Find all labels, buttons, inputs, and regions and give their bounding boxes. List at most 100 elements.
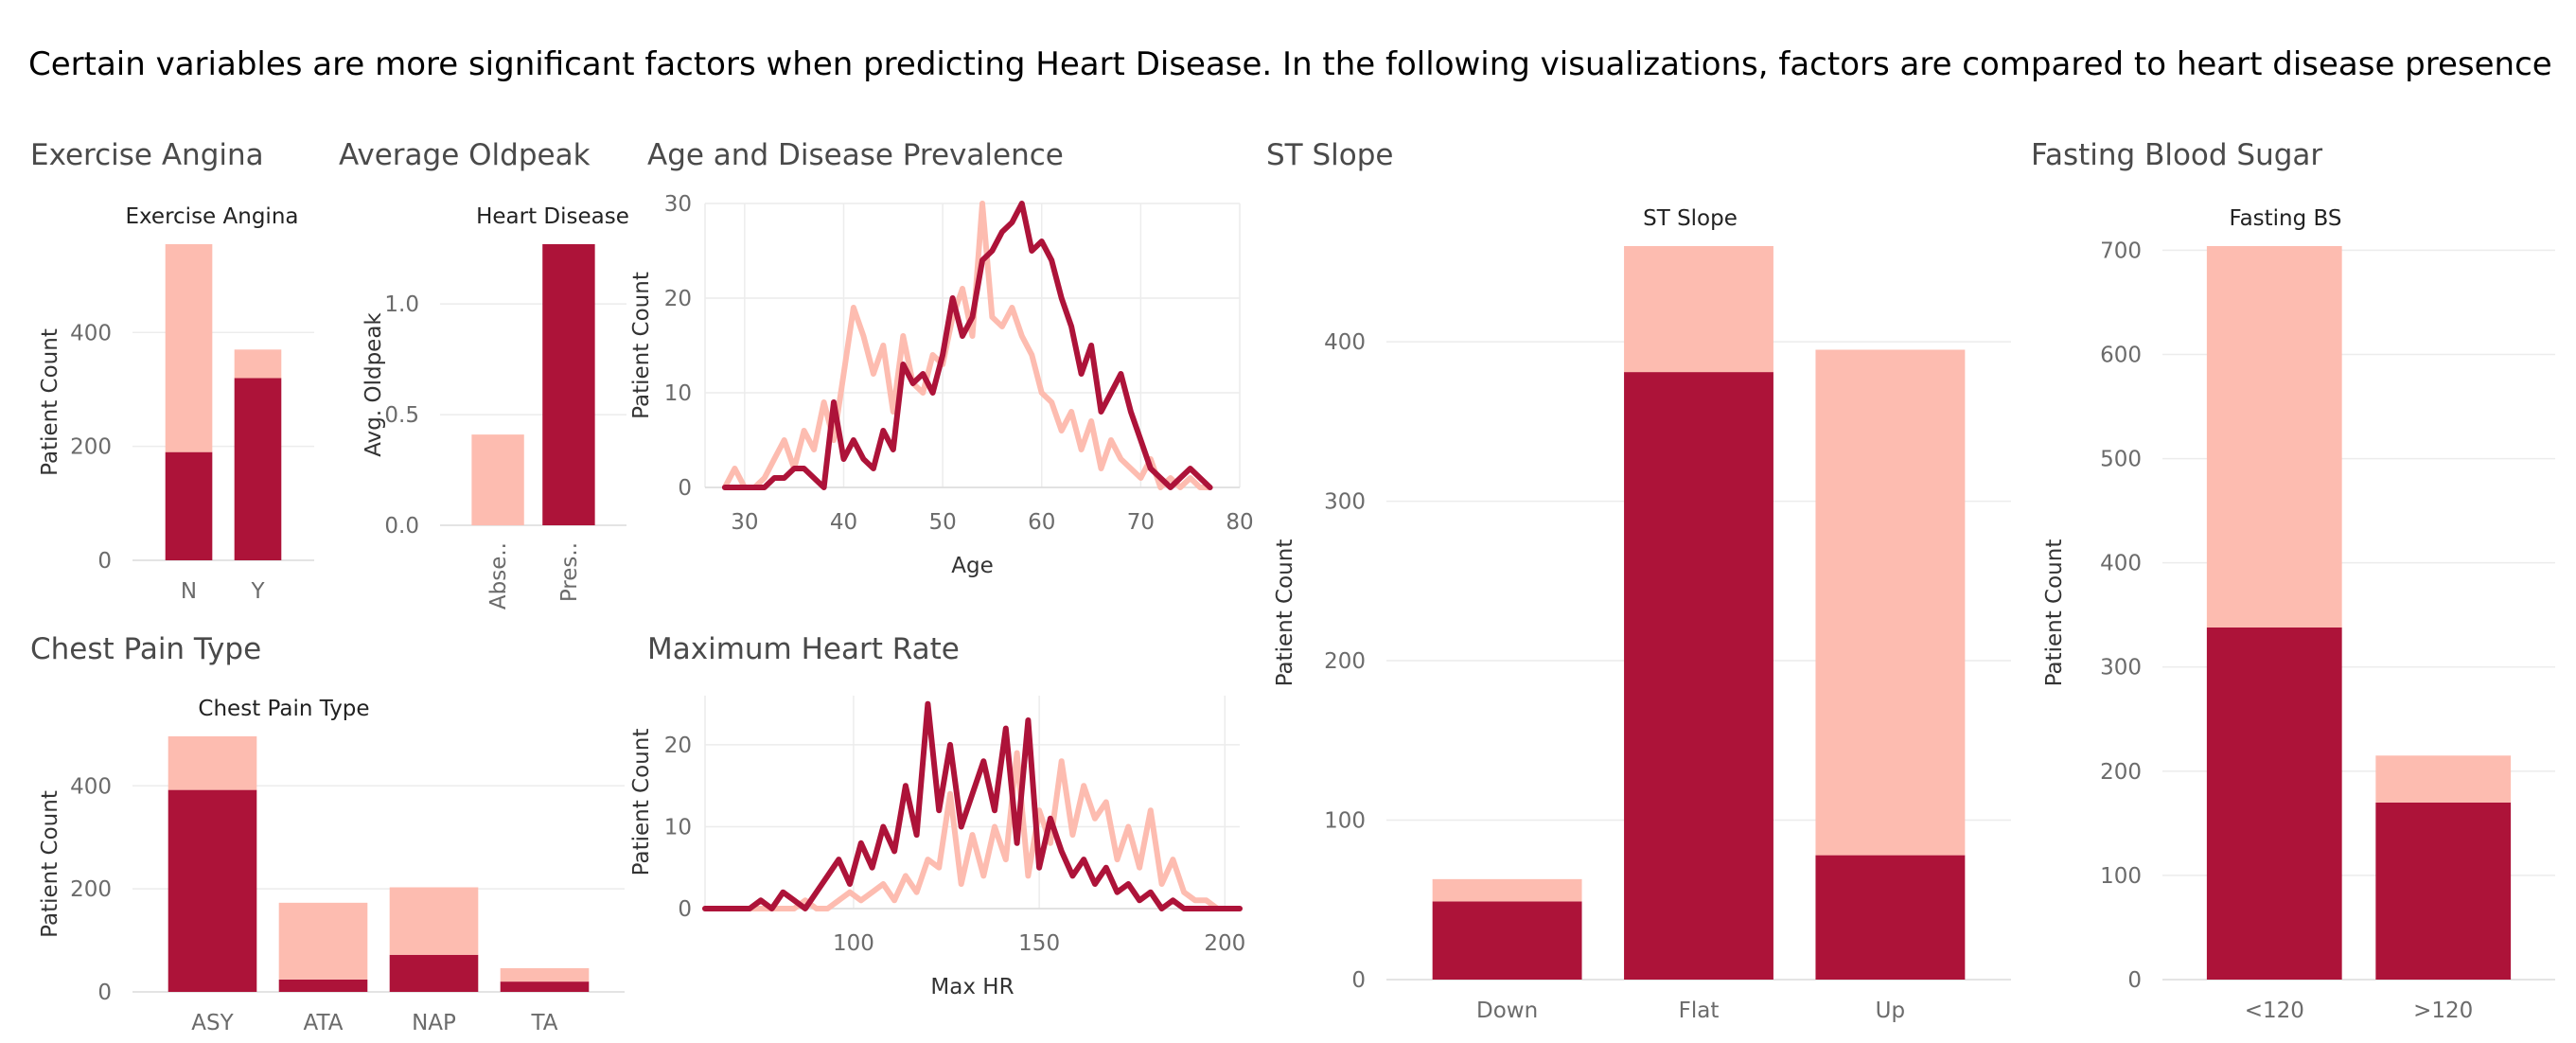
fasting_bs-x-tick: <120: [2245, 999, 2304, 1023]
chest_pain-bar-presence-ta: [500, 981, 590, 992]
sheet-title-chest-pain-type: Chest Pain Type: [30, 632, 262, 666]
fasting_bs-y-tick: 300: [2100, 656, 2142, 681]
age-y-tick: 0: [678, 476, 692, 501]
chest_pain-x-tick: ASY: [191, 1011, 234, 1035]
st_slope-y-tick: 400: [1324, 330, 1366, 355]
st_slope-y-tick: 300: [1324, 490, 1366, 515]
average_oldpeak-y-tick: 1.0: [384, 292, 419, 317]
average_oldpeak-y-axis-title: Avg. Oldpeak: [362, 312, 386, 457]
fasting_bs-bar-presence-120: [2206, 627, 2342, 980]
exercise_angina-bar-presence-n: [165, 451, 213, 560]
st-slope-chart[interactable]: ST Slope 0 100 200 300 400 Patient Count Down Fl…: [1249, 189, 2025, 1032]
chest_pain-bar-presence-nap: [389, 954, 479, 992]
age-series-absence-line: [721, 201, 1213, 490]
exercise_angina-y-axis-title: Patient Count: [38, 328, 62, 476]
exercise_angina-y-tick: 200: [70, 435, 112, 460]
fasting_bs-y-tick: 700: [2100, 239, 2142, 263]
fasting_bs-header: Fasting BS: [2229, 206, 2341, 231]
max_hr-x-axis-title: Max HR: [930, 975, 1014, 999]
age-line-chart[interactable]: 0 10 20 30 30 40 50 60 70 80 Age Patient Count: [629, 189, 1254, 606]
max_hr-y-tick: 20: [664, 734, 692, 758]
chest_pain-x-tick: TA: [531, 1011, 558, 1035]
dashboard-headline: Certain variables are more significant f…: [28, 45, 2555, 83]
fasting_bs-y-tick: 200: [2100, 760, 2142, 785]
fasting_bs-x-tick: >120: [2413, 999, 2473, 1023]
age-y-axis-title: Patient Count: [629, 272, 654, 419]
average_oldpeak-x-tick: Abse..: [486, 542, 511, 610]
max_hr-y-tick: 10: [664, 815, 692, 840]
fasting_bs-bar-absence-120: [2206, 246, 2342, 628]
st_slope-x-tick: Down: [1476, 999, 1538, 1023]
fasting_bs-y-tick: 500: [2100, 448, 2142, 472]
chest_pain-bar-absence-asy: [168, 736, 257, 790]
average_oldpeak-bar-0: [471, 434, 524, 525]
average_oldpeak-y-tick: 0.0: [384, 514, 419, 539]
chest_pain-bar-absence-ata: [278, 902, 368, 980]
age-x-tick: 50: [928, 510, 956, 535]
st_slope-y-tick: 200: [1324, 649, 1366, 674]
chest_pain-bar-absence-ta: [500, 967, 590, 982]
fasting_bs-bar-absence-120: [2375, 755, 2512, 803]
fasting_bs-y-tick: 100: [2100, 864, 2142, 889]
st_slope-x-tick: Flat: [1679, 999, 1720, 1023]
st_slope-bar-absence-down: [1432, 878, 1582, 902]
st_slope-bar-absence-flat: [1624, 246, 1773, 373]
chest-pain-type-chart[interactable]: Chest Pain Type 0 200 400 Patient Count ASY AT…: [0, 681, 634, 1041]
sheet-title-average-oldpeak: Average Oldpeak: [339, 138, 591, 172]
st_slope-bar-presence-down: [1432, 901, 1582, 980]
age-y-tick: 30: [664, 192, 692, 217]
age-x-tick: 60: [1028, 510, 1055, 535]
exercise_angina-y-tick: 0: [97, 549, 112, 574]
age-x-tick: 30: [731, 510, 758, 535]
chest_pain-y-tick: 200: [70, 877, 112, 902]
fasting_bs-y-tick: 400: [2100, 552, 2142, 576]
exercise-angina-chart[interactable]: Exercise Angina 0 200 400 Patient Count N Y: [0, 189, 322, 606]
sheet-title-st-slope: ST Slope: [1266, 138, 1394, 172]
chest_pain-bar-presence-ata: [278, 979, 368, 992]
chest_pain-y-axis-title: Patient Count: [38, 790, 62, 938]
max_hr-x-tick: 100: [833, 931, 874, 956]
max_hr-series-presence-line: [702, 700, 1243, 911]
st_slope-header: ST Slope: [1643, 206, 1738, 231]
max_hr-x-tick: 200: [1204, 931, 1245, 956]
chest_pain-bar-absence-nap: [389, 887, 479, 955]
chest_pain-x-tick: ATA: [304, 1011, 344, 1035]
chest_pain-y-tick: 400: [70, 774, 112, 799]
age-x-tick: 80: [1226, 510, 1253, 535]
sheet-title-exercise-angina: Exercise Angina: [30, 138, 264, 172]
st_slope-bar-absence-up: [1815, 349, 1966, 856]
sheet-title-fasting-blood-sugar: Fasting Blood Sugar: [2031, 138, 2323, 172]
chest_pain-x-tick: NAP: [412, 1011, 456, 1035]
exercise_angina-x-tick: N: [181, 579, 197, 604]
exercise_angina-x-tick: Y: [250, 579, 265, 604]
average_oldpeak-x-tick: Pres..: [557, 542, 582, 602]
max-hr-line-chart[interactable]: 0 10 20 100 150 200 Max HR Patient Count: [629, 681, 1249, 1041]
exercise_angina-bar-presence-y: [234, 378, 282, 560]
sheet-title-maximum-heart-rate: Maximum Heart Rate: [647, 632, 960, 666]
chest_pain-bar-presence-asy: [168, 789, 257, 992]
fasting_bs-y-tick: 600: [2100, 343, 2142, 367]
max_hr-series-absence-line: [702, 750, 1243, 911]
fasting_bs-y-axis-title: Patient Count: [2042, 539, 2067, 687]
chest_pain-header: Chest Pain Type: [198, 697, 369, 721]
st_slope-y-tick: 0: [1351, 968, 1366, 993]
max_hr-y-tick: 0: [678, 897, 692, 922]
age-x-tick: 70: [1127, 510, 1155, 535]
max_hr-y-axis-title: Patient Count: [629, 729, 654, 876]
max_hr-x-tick: 150: [1018, 931, 1060, 956]
average_oldpeak-header: Heart Disease: [476, 204, 629, 229]
exercise_angina-y-tick: 400: [70, 321, 112, 345]
sheet-title-age-disease-prevalence: Age and Disease Prevalence: [647, 138, 1064, 172]
st_slope-bar-presence-flat: [1624, 372, 1773, 980]
age-x-tick: 40: [830, 510, 857, 535]
exercise_angina-bar-absence-y: [234, 349, 282, 379]
age-y-tick: 20: [664, 287, 692, 311]
fasting-bs-chart[interactable]: Fasting BS 0 100 200 300 400 500 600 700 Patient …: [2025, 189, 2565, 1032]
exercise_angina-header: Exercise Angina: [126, 204, 299, 229]
average_oldpeak-y-tick: 0.5: [384, 403, 419, 428]
age-series-presence-line: [721, 201, 1213, 490]
fasting_bs-y-tick: 0: [2127, 968, 2142, 993]
age-y-tick: 10: [664, 381, 692, 406]
fasting_bs-bar-presence-120: [2375, 802, 2512, 980]
